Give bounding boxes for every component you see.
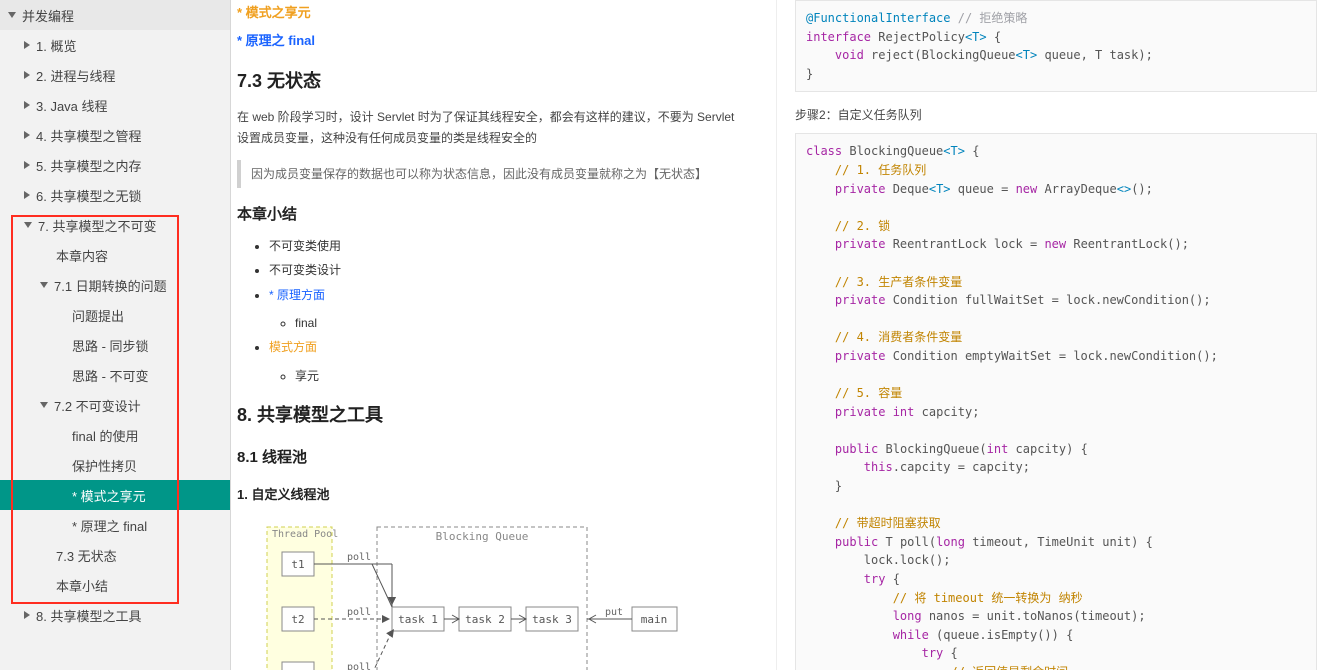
sidebar-item-8[interactable]: 7.1 日期转换的问题 [0,270,230,300]
sidebar-item-17[interactable]: 7.3 无状态 [0,540,230,570]
chevron-down-icon [8,12,16,18]
svg-text:Blocking Queue: Blocking Queue [436,530,529,543]
summary-subitem-2-0: final [295,313,746,333]
chevron-right-icon [24,71,30,79]
svg-text:t2: t2 [291,613,304,626]
sidebar-item-label: 思路 - 不可变 [72,366,149,385]
summary-item-1: 不可变类设计 [269,260,746,280]
summary-item-2[interactable]: * 原理方面final [269,285,746,334]
heading-summary: 本章小结 [237,202,746,228]
sidebar-item-label: 本章小结 [56,576,108,595]
svg-text:Thread Pool: Thread Pool [272,529,338,540]
code-column: @FunctionalInterface // 拒绝策略 interface R… [776,0,1331,670]
svg-text:t1: t1 [291,558,304,571]
link-pattern-flyweight[interactable]: * 模式之享元 [237,2,746,24]
summary-list: 不可变类使用不可变类设计 * 原理方面final模式方面享元 [237,236,746,386]
summary-item-0: 不可变类使用 [269,236,746,256]
sidebar-item-10[interactable]: 思路 - 同步锁 [0,330,230,360]
summary-subitem-3-0: 享元 [295,366,746,386]
sidebar-item-16[interactable]: * 原理之 final [0,510,230,540]
link-principle-final[interactable]: * 原理之 final [237,30,746,52]
chevron-right-icon [24,41,30,49]
sidebar: 并发编程 1. 概览 2. 进程与线程 3. Java 线程 4. 共享模型之管程 5.… [0,0,231,670]
blockquote-7-3: 因为成员变量保存的数据也可以称为状态信息，因此没有成员变量就称之为【无状态】 [237,160,746,188]
sidebar-item-18[interactable]: 本章小结 [0,570,230,600]
sidebar-item-label: * 模式之享元 [72,486,146,505]
svg-text:main: main [641,613,668,626]
svg-text:task 3: task 3 [532,613,572,626]
sidebar-item-3[interactable]: 4. 共享模型之管程 [0,120,230,150]
chevron-right-icon [24,191,30,199]
sidebar-item-label: 6. 共享模型之无锁 [36,186,141,205]
sidebar-item-1[interactable]: 2. 进程与线程 [0,60,230,90]
sidebar-item-label: 5. 共享模型之内存 [36,156,141,175]
sidebar-item-label: 7.3 无状态 [56,546,117,565]
threadpool-diagram: Thread Poolt1t2t3Blocking Queuetask 1tas… [237,522,729,670]
heading-8: 8. 共享模型之工具 [237,400,746,431]
chevron-down-icon [40,282,48,288]
sidebar-item-13[interactable]: final 的使用 [0,420,230,450]
sidebar-item-label: 2. 进程与线程 [36,66,115,85]
svg-text:poll: poll [347,607,371,618]
sidebar-item-label: 思路 - 同步锁 [72,336,149,355]
sidebar-item-label: 8. 共享模型之工具 [36,606,141,625]
svg-text:task 2: task 2 [465,613,505,626]
sidebar-item-12[interactable]: 7.2 不可变设计 [0,390,230,420]
sidebar-root-label: 并发编程 [22,6,74,25]
sidebar-item-11[interactable]: 思路 - 不可变 [0,360,230,390]
sidebar-item-label: final 的使用 [72,426,138,445]
sidebar-item-label: 保护性拷贝 [72,456,137,475]
sidebar-root[interactable]: 并发编程 [0,0,230,30]
code-block-reject-policy: @FunctionalInterface // 拒绝策略 interface R… [795,0,1317,92]
svg-text:task 1: task 1 [398,613,438,626]
heading-8-1-1: 1. 自定义线程池 [237,484,746,506]
sidebar-item-2[interactable]: 3. Java 线程 [0,90,230,120]
paragraph-7-3: 在 web 阶段学习时，设计 Servlet 时为了保证其线程安全，都会有这样的… [237,107,746,150]
sidebar-item-label: 1. 概览 [36,36,76,55]
sidebar-item-label: 7. 共享模型之不可变 [38,216,156,235]
sidebar-item-15[interactable]: * 模式之享元 [0,480,230,510]
sidebar-item-label: 7.2 不可变设计 [54,396,141,415]
sidebar-item-label: 4. 共享模型之管程 [36,126,141,145]
step2-label: 步骤2：自定义任务队列 [795,106,1317,123]
sidebar-item-label: 本章内容 [56,246,108,265]
sidebar-item-6[interactable]: 7. 共享模型之不可变 [0,210,230,240]
sidebar-item-label: 7.1 日期转换的问题 [54,276,167,295]
sidebar-item-4[interactable]: 5. 共享模型之内存 [0,150,230,180]
sidebar-item-0[interactable]: 1. 概览 [0,30,230,60]
sidebar-item-5[interactable]: 6. 共享模型之无锁 [0,180,230,210]
summary-item-3[interactable]: 模式方面享元 [269,337,746,386]
heading-8-1: 8.1 线程池 [237,445,746,471]
sidebar-item-9[interactable]: 问题提出 [0,300,230,330]
sidebar-item-label: 问题提出 [72,306,124,325]
svg-text:put: put [605,607,623,618]
chevron-right-icon [24,611,30,619]
article-column: * 模式之享元 * 原理之 final 7.3 无状态 在 web 阶段学习时，… [231,0,776,670]
sidebar-item-label: * 原理之 final [72,516,147,535]
chevron-down-icon [24,222,32,228]
chevron-right-icon [24,101,30,109]
svg-text:poll: poll [347,552,371,563]
chevron-right-icon [24,161,30,169]
chevron-right-icon [24,131,30,139]
sidebar-item-14[interactable]: 保护性拷贝 [0,450,230,480]
sidebar-item-label: 3. Java 线程 [36,96,108,115]
code-block-blocking-queue: class BlockingQueue<T> { // 1. 任务队列 priv… [795,133,1317,670]
chevron-down-icon [40,402,48,408]
sidebar-tree: 并发编程 1. 概览 2. 进程与线程 3. Java 线程 4. 共享模型之管程 5.… [0,0,230,630]
sidebar-item-19[interactable]: 8. 共享模型之工具 [0,600,230,630]
svg-text:poll: poll [347,662,371,670]
heading-7-3: 7.3 无状态 [237,66,746,97]
sidebar-item-7[interactable]: 本章内容 [0,240,230,270]
